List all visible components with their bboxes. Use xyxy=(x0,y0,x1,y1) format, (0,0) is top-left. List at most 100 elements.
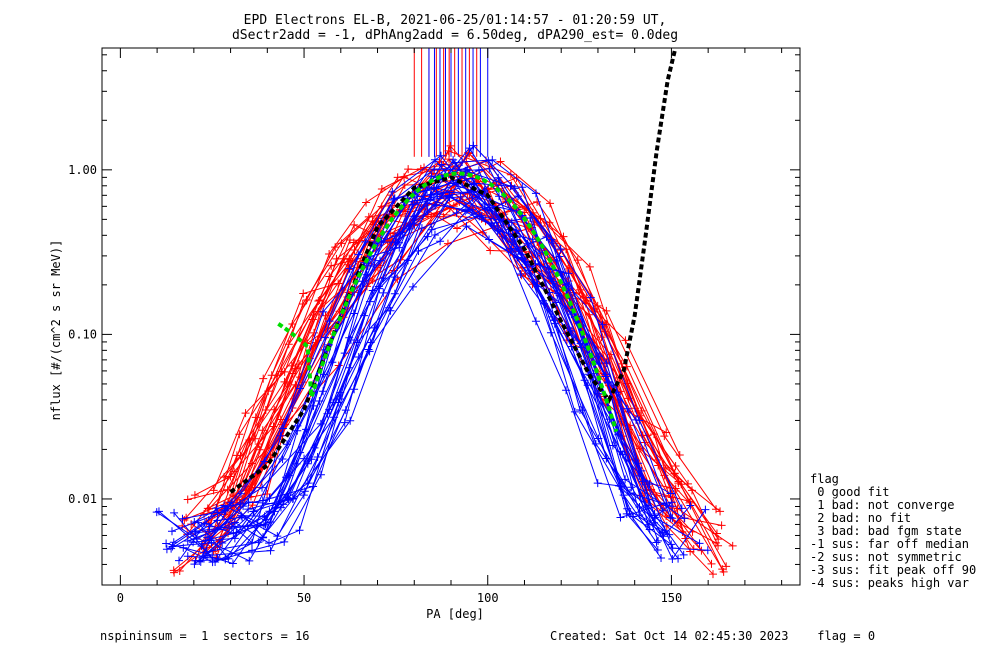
red-data-point xyxy=(169,566,178,575)
blue-data-point xyxy=(244,497,253,506)
blue-data-point xyxy=(456,192,465,201)
red-data-point xyxy=(337,239,346,248)
red-data-point xyxy=(506,170,515,179)
blue-data-point xyxy=(645,525,654,534)
blue-data-point xyxy=(652,538,661,547)
blue-data-point xyxy=(316,470,325,479)
blue-data-point xyxy=(586,293,595,302)
blue-data-point xyxy=(542,232,551,241)
legend-item: -3 sus: fit peak off 90 xyxy=(810,563,976,577)
blue-data-point xyxy=(703,546,712,555)
blue-series-line xyxy=(182,191,672,545)
blue-data-point xyxy=(433,190,442,199)
blue-data-point xyxy=(278,424,287,433)
red-data-point xyxy=(670,469,679,478)
blue-data-point xyxy=(561,280,570,289)
red-data-point xyxy=(226,472,235,481)
blue-data-point xyxy=(398,228,407,237)
red-data-point xyxy=(404,165,413,174)
blue-data-point xyxy=(531,317,540,326)
blue-data-point xyxy=(627,483,636,492)
red-data-point xyxy=(716,507,725,516)
blue-data-point xyxy=(436,151,445,160)
red-data-point xyxy=(203,504,212,513)
blue-data-point xyxy=(548,312,557,321)
blue-data-point xyxy=(390,289,399,298)
blue-data-point xyxy=(423,232,432,241)
red-data-point xyxy=(272,371,281,380)
blue-data-point xyxy=(686,501,695,510)
blue-data-point xyxy=(213,508,222,517)
blue-data-point xyxy=(567,326,576,335)
blue-data-point xyxy=(623,404,632,413)
blue-data-point xyxy=(300,487,309,496)
x-tick-label: 100 xyxy=(477,591,499,605)
blue-data-point xyxy=(346,416,355,425)
blue-data-point xyxy=(360,311,369,320)
blue-data-point xyxy=(546,328,555,337)
axes-layer: 0 50 100 150 0.01 0.10 1.00 xyxy=(68,47,801,605)
red-data-point xyxy=(263,489,272,498)
blue-data-point xyxy=(265,494,274,503)
red-data-point xyxy=(714,535,723,544)
blue-data-point xyxy=(635,503,644,512)
footer-info: nspininsum = 1 sectors = 16 xyxy=(100,629,310,643)
blue-data-point xyxy=(665,530,674,539)
blue-data-point xyxy=(260,512,269,521)
blue-data-point xyxy=(162,545,171,554)
red-data-point xyxy=(362,198,371,207)
blue-data-point xyxy=(196,557,205,566)
blue-data-point xyxy=(174,556,183,565)
red-data-point xyxy=(180,515,189,524)
blue-data-point xyxy=(621,475,630,484)
red-data-point xyxy=(661,463,670,472)
red-data-point xyxy=(707,559,716,568)
blue-data-point xyxy=(651,513,660,522)
blue-data-point xyxy=(484,156,493,165)
red-data-point xyxy=(327,261,336,270)
red-data-point xyxy=(245,486,254,495)
blue-data-point xyxy=(556,245,565,254)
y-tick-label: 1.00 xyxy=(68,163,97,177)
data-layer xyxy=(152,48,737,579)
red-data-point xyxy=(204,505,213,514)
legend-item: 2 bad: no fit xyxy=(810,511,911,525)
blue-data-point xyxy=(488,155,497,164)
blue-data-point xyxy=(680,514,689,523)
blue-series-line xyxy=(206,191,706,561)
blue-data-point xyxy=(594,434,603,443)
blue-data-point xyxy=(616,447,625,456)
red-data-point xyxy=(344,260,353,269)
blue-data-point xyxy=(510,184,519,193)
blue-data-point xyxy=(635,510,644,519)
blue-data-point xyxy=(375,256,384,265)
red-data-point xyxy=(325,250,334,259)
blue-data-point xyxy=(221,506,230,515)
y-tick-label: 0.01 xyxy=(68,492,97,506)
x-tick-label: 50 xyxy=(297,591,311,605)
chart-title: EPD Electrons EL-B, 2021-06-25/01:14:57 … xyxy=(244,13,667,28)
blue-data-point xyxy=(260,457,269,466)
blue-data-point xyxy=(280,537,289,546)
blue-data-point xyxy=(677,504,686,513)
blue-data-point xyxy=(366,338,375,347)
red-data-point xyxy=(175,566,184,575)
blue-data-point xyxy=(629,512,638,521)
blue-data-point xyxy=(666,513,675,522)
blue-data-point xyxy=(328,358,337,367)
blue-data-point xyxy=(379,288,388,297)
blue-data-point xyxy=(170,508,179,517)
red-data-point xyxy=(325,272,334,281)
blue-data-point xyxy=(213,554,222,563)
blue-data-point xyxy=(679,550,688,559)
blue-data-point xyxy=(666,489,675,498)
blue-data-point xyxy=(616,513,625,522)
blue-data-point xyxy=(249,507,258,516)
blue-data-point xyxy=(701,505,710,514)
blue-data-point xyxy=(601,370,610,379)
legend-item: -1 sus: far off median xyxy=(810,537,969,551)
red-data-point xyxy=(585,262,594,271)
red-data-point xyxy=(261,406,270,415)
blue-data-point xyxy=(462,206,471,215)
